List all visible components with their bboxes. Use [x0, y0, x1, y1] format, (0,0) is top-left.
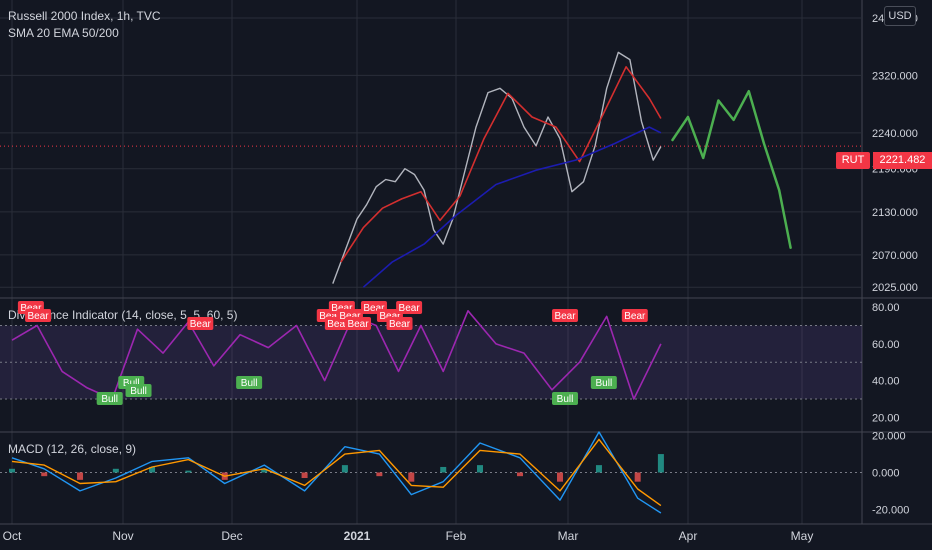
- macd-histogram-bar: [301, 472, 308, 478]
- bull-label: Bull: [130, 386, 147, 397]
- bear-label: Bear: [190, 319, 212, 330]
- time-tick-label: Mar: [558, 529, 579, 543]
- macd-histogram-bar: [341, 465, 348, 473]
- macd-line-macd: [11, 431, 662, 514]
- rsi-tick-label: 60.00: [872, 339, 900, 351]
- bear-label: Bear: [389, 319, 411, 330]
- bull-label-box: [590, 376, 617, 389]
- macd-tick-label: 0.000: [872, 467, 900, 479]
- bull-label: Bull: [241, 378, 258, 389]
- bull-label-box: [125, 384, 152, 397]
- bear-label: Bear: [554, 311, 576, 322]
- macd-histogram-bar: [112, 468, 119, 473]
- time-tick-label: 2021: [344, 529, 371, 543]
- bear-label: Bear: [379, 311, 401, 322]
- macd-histogram-bar: [261, 468, 268, 473]
- bear-label-box: [187, 317, 214, 330]
- time-tick-label: Oct: [3, 529, 22, 543]
- macd-histogram-bar: [185, 470, 192, 473]
- bear-label: Bear: [319, 311, 341, 322]
- rsi-line: [11, 309, 662, 400]
- macd-histogram-bar: [657, 454, 664, 473]
- macd-histogram-bar: [376, 472, 383, 477]
- series-line-rut: [332, 51, 662, 284]
- series-line-ema-50: [362, 126, 662, 288]
- macd-histogram-bar: [41, 472, 48, 477]
- macd-histogram-bar: [440, 466, 447, 473]
- bear-label: Bear: [331, 303, 353, 314]
- bull-label: Bull: [595, 378, 612, 389]
- bear-label-box: [552, 309, 578, 322]
- macd-histogram-bar: [517, 472, 523, 477]
- price-tag-symbol: RUT: [836, 152, 870, 169]
- bear-label-box: [345, 317, 371, 330]
- macd-histogram-bar: [9, 468, 15, 473]
- bear-label: Bear: [28, 311, 50, 322]
- forecast-drawing: [671, 89, 792, 249]
- divergence-indicator-title: Divergence Indicator (14, close, 5, 5, 6…: [8, 308, 237, 322]
- rsi-tick-label: 20.00: [872, 412, 900, 424]
- bull-label: Bull: [557, 394, 574, 405]
- bull-label-box: [96, 392, 123, 405]
- price-tick-label: 2130.000: [872, 207, 918, 219]
- price-tag-value: 2221.482: [873, 152, 932, 169]
- bull-label-box: [236, 376, 263, 389]
- bear-label: Bear: [339, 311, 361, 322]
- time-tick-label: May: [791, 529, 814, 543]
- bear-label-box: [25, 309, 52, 322]
- bear-label: Bear: [399, 303, 421, 314]
- bear-label: Bear: [20, 303, 42, 314]
- price-tick-label: 2320.000: [872, 70, 918, 82]
- macd-title: MACD (12, 26, close, 9): [8, 442, 136, 456]
- macd-histogram-bar: [77, 472, 84, 480]
- macd-histogram-bar: [595, 465, 602, 473]
- macd-tick-label: -20.000: [872, 504, 909, 516]
- bear-label-box: [396, 301, 423, 314]
- price-tag: RUT 2221.482: [836, 152, 932, 169]
- price-tick-label: 2070.000: [872, 250, 918, 262]
- rsi-tick-label: 80.00: [872, 302, 900, 314]
- bear-label: Bear: [347, 319, 369, 330]
- rsi-tick-label: 40.00: [872, 376, 900, 388]
- macd-line-signal: [11, 438, 662, 507]
- macd-histogram-bar: [477, 465, 483, 473]
- macd-tick-label: 20.000: [872, 431, 906, 443]
- price-tick-label: 2240.000: [872, 128, 918, 140]
- chart-subtitle: SMA 20 EMA 50/200: [8, 26, 119, 40]
- time-tick-label: Dec: [221, 529, 242, 543]
- time-tick-label: Feb: [446, 529, 467, 543]
- bull-label: Bull: [123, 378, 140, 389]
- macd-histogram-bar: [634, 472, 641, 482]
- time-tick-label: Nov: [112, 529, 133, 543]
- bear-label: Bear: [327, 319, 349, 330]
- series-line-sma-20: [340, 66, 662, 263]
- macd-histogram-bar: [557, 472, 563, 482]
- bear-label-box: [386, 317, 413, 330]
- bear-label-box: [621, 309, 648, 322]
- time-tick-label: Apr: [679, 529, 698, 543]
- macd-histogram-bar: [408, 472, 415, 482]
- bull-label-box: [552, 392, 578, 405]
- chart-title: Russell 2000 Index, 1h, TVC: [8, 9, 161, 23]
- price-tick-label: 2025.000: [872, 282, 918, 294]
- currency-button[interactable]: USD: [884, 6, 916, 26]
- bull-label: Bull: [101, 394, 118, 405]
- bear-label: Bear: [624, 311, 646, 322]
- bear-label: Bear: [363, 303, 385, 314]
- macd-histogram-bar: [149, 466, 156, 473]
